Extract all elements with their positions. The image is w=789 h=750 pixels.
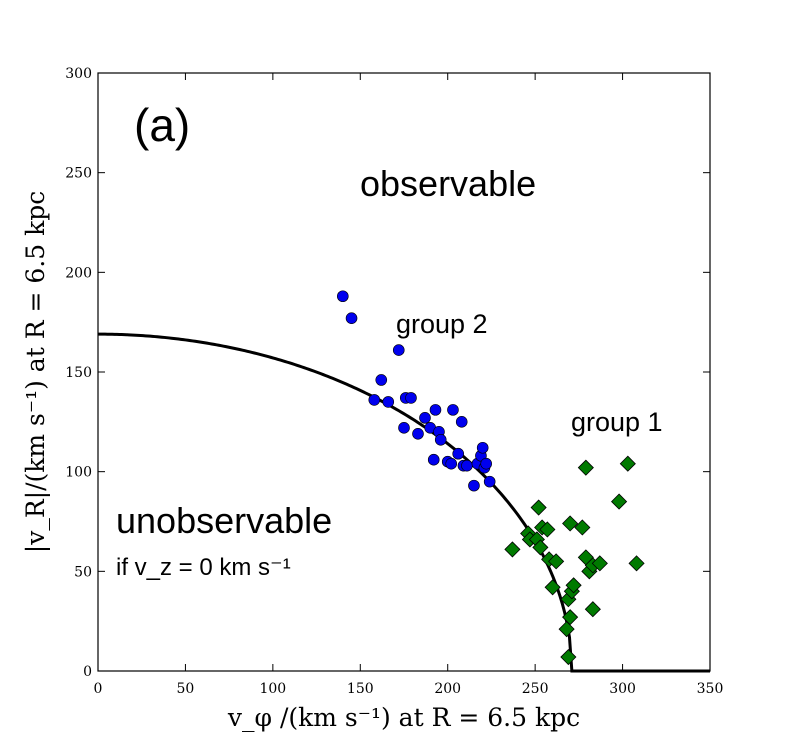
series-group-2 xyxy=(336,290,496,492)
group-2-point xyxy=(412,427,424,440)
group-2-point xyxy=(382,396,395,408)
series-group-1 xyxy=(504,455,645,666)
group-2-point xyxy=(419,412,431,424)
group-1-point xyxy=(611,493,628,510)
boundary-curve xyxy=(98,332,710,673)
series-label-group-1: group 1 xyxy=(571,407,663,437)
group-1-point xyxy=(628,555,645,572)
group-2-point xyxy=(398,422,410,434)
x-tick-label: 0 xyxy=(94,681,103,697)
group-2-point xyxy=(368,394,381,406)
group-1-point xyxy=(565,577,582,594)
panel-label: (a) xyxy=(134,99,190,151)
group-1-point xyxy=(504,541,521,558)
series-layer xyxy=(336,290,645,666)
x-tick-label: 100 xyxy=(259,681,286,697)
group-2-point xyxy=(429,404,442,416)
y-tick-label: 250 xyxy=(65,166,92,182)
group-1-point xyxy=(584,601,601,618)
group-2-point xyxy=(452,447,465,460)
group-1-point xyxy=(558,621,575,638)
group-2-point xyxy=(434,433,447,446)
x-axis-label: v_φ /(km s⁻¹) at R = 6.5 kpc xyxy=(227,703,580,732)
observable-label: observable xyxy=(360,163,536,204)
y-tick-label: 200 xyxy=(65,265,92,281)
x-tick-label: 200 xyxy=(434,681,461,697)
x-tick-label: 150 xyxy=(347,681,374,697)
group-1-point xyxy=(544,579,561,596)
group-1-point xyxy=(562,609,579,626)
group-2-point xyxy=(405,392,417,404)
group-1-point xyxy=(532,539,549,556)
group-2-point xyxy=(476,441,489,454)
x-tick-label: 250 xyxy=(522,681,549,697)
y-tick-label: 100 xyxy=(65,465,92,481)
group-2-point xyxy=(468,479,480,492)
y-axis-ticks: 0 50 100 150 200 250 300 xyxy=(65,66,710,680)
group-2-point xyxy=(445,457,458,470)
plot-frame xyxy=(97,72,711,672)
group-1-point xyxy=(562,515,579,532)
group-2-point xyxy=(345,312,358,324)
group-1-point xyxy=(577,459,594,476)
group-2-point xyxy=(455,416,468,428)
series-label-group-2: group 2 xyxy=(396,309,488,339)
y-tick-label: 0 xyxy=(83,664,92,680)
y-tick-label: 50 xyxy=(74,564,92,580)
unobservable-label: unobservable xyxy=(116,500,332,541)
group-1-point xyxy=(539,521,556,538)
group-2-point xyxy=(483,475,496,488)
group-1-point xyxy=(591,555,608,572)
group-1-point xyxy=(548,553,565,570)
group-2-point xyxy=(447,404,459,416)
x-tick-label: 300 xyxy=(609,681,636,697)
group-2-point xyxy=(375,374,388,386)
group-2-point xyxy=(336,290,349,303)
plot-area xyxy=(97,72,711,673)
group-2-point xyxy=(480,457,492,470)
group-2-point xyxy=(392,344,405,356)
y-tick-label: 150 xyxy=(65,365,92,381)
x-tick-label: 50 xyxy=(177,681,195,697)
group-1-point xyxy=(574,519,591,536)
condition-label: if v_z = 0 km s⁻¹ xyxy=(116,554,291,581)
group-1-point xyxy=(619,455,636,472)
y-tick-label: 300 xyxy=(65,66,92,82)
group-1-point xyxy=(530,499,547,516)
group-1-point xyxy=(560,648,577,666)
group-2-point xyxy=(461,459,473,472)
x-tick-label: 350 xyxy=(697,681,724,697)
group-2-point xyxy=(427,453,440,466)
x-axis-ticks: 0 50 100 150 200 250 300 350 xyxy=(94,73,724,697)
y-axis-label: |v_R|/(km s⁻¹) at R = 6.5 kpc xyxy=(21,191,51,553)
